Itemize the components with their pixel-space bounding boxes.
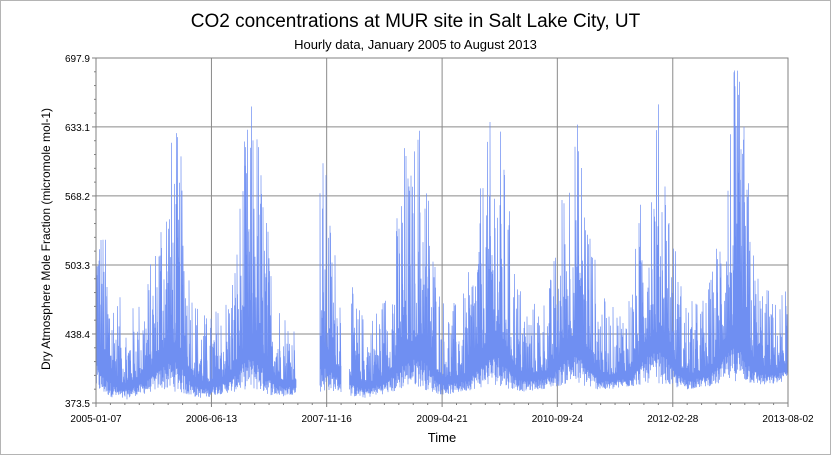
x-tick-label: 2005-01-07 (70, 414, 122, 425)
x-tick-label: 2009-04-21 (417, 414, 469, 425)
y-tick-label: 438.4 (65, 330, 90, 341)
x-tick-label: 2012-02-28 (647, 414, 699, 425)
co2-series (96, 70, 788, 400)
chart-title: CO2 concentrations at MUR site in Salt L… (190, 11, 641, 32)
y-axis-ticks: 373.5 438.4 503.3 568.2 633.1 697.9 (65, 54, 96, 410)
y-tick-label: 697.9 (65, 54, 90, 65)
y-tick-label: 503.3 (65, 261, 90, 272)
x-axis-ticks: 2005-01-07 2006-06-13 2007-11-16 2009-04-21… (70, 403, 814, 425)
y-tick-label: 568.2 (65, 192, 90, 203)
x-tick-label: 2007-11-16 (301, 414, 352, 425)
y-tick-label: 633.1 (65, 123, 90, 134)
x-axis-label: Time (427, 430, 457, 445)
y-tick-label: 373.5 (65, 399, 90, 410)
x-tick-label: 2013-08-02 (762, 414, 814, 425)
x-tick-label: 2006-06-13 (186, 414, 238, 425)
x-tick-label: 2010-09-24 (532, 414, 584, 425)
co2-line (96, 70, 788, 400)
chart-subtitle: Hourly data, January 2005 to August 2013 (294, 37, 537, 52)
